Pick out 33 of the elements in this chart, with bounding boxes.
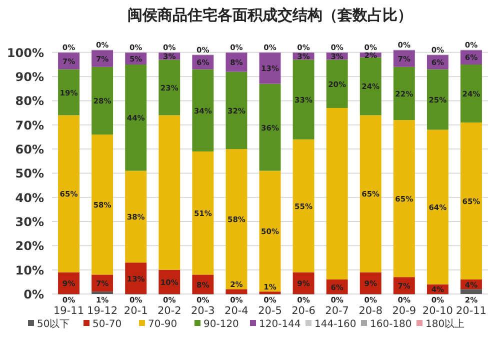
y-tick-label: 20% <box>15 239 44 254</box>
x-tick-label: 20-11 <box>456 305 486 317</box>
legend-label: 90-120 <box>204 319 239 330</box>
x-tick-label: 20-1 <box>124 305 148 317</box>
x-tick-label: 20-8 <box>358 305 383 317</box>
x-tick-label: 19-12 <box>87 305 118 317</box>
x-tick-label: 20-2 <box>157 305 182 317</box>
y-tick-label: 40% <box>15 190 44 205</box>
x-tick-label: 20-3 <box>191 305 215 317</box>
legend-label: 160-180 <box>370 319 412 330</box>
y-tick-label: 90% <box>15 70 44 84</box>
x-tick-label: 20-7 <box>325 305 349 317</box>
y-tick-label: 30% <box>15 215 44 230</box>
legend-label: 70-90 <box>148 319 178 330</box>
y-tick-label: 100% <box>6 46 44 60</box>
x-tick-label: 20-9 <box>392 305 416 317</box>
x-tick-label: 19-11 <box>54 305 84 317</box>
y-tick-label: 70% <box>15 118 44 132</box>
legend-label: 50-70 <box>92 319 122 330</box>
y-tick-label: 50% <box>15 166 44 181</box>
legend-label: 120-144 <box>259 319 301 330</box>
y-tick-label: 80% <box>15 94 44 108</box>
legend-label: 180以上 <box>426 318 465 330</box>
y-tick-label: 10% <box>15 263 44 278</box>
legend-label: 50以下 <box>37 318 70 330</box>
x-tick-label: 20-5 <box>258 305 282 317</box>
y-tick-label: 0% <box>24 288 44 302</box>
x-tick-label: 20-10 <box>422 305 453 317</box>
legend-label: 144-160 <box>314 319 356 330</box>
chart-title: 闽侯商品住宅各面积成交结构（套数占比） <box>128 6 412 24</box>
x-tick-label: 20-4 <box>224 305 249 317</box>
x-tick-label: 20-6 <box>292 305 316 317</box>
y-tick-label: 60% <box>15 142 44 157</box>
